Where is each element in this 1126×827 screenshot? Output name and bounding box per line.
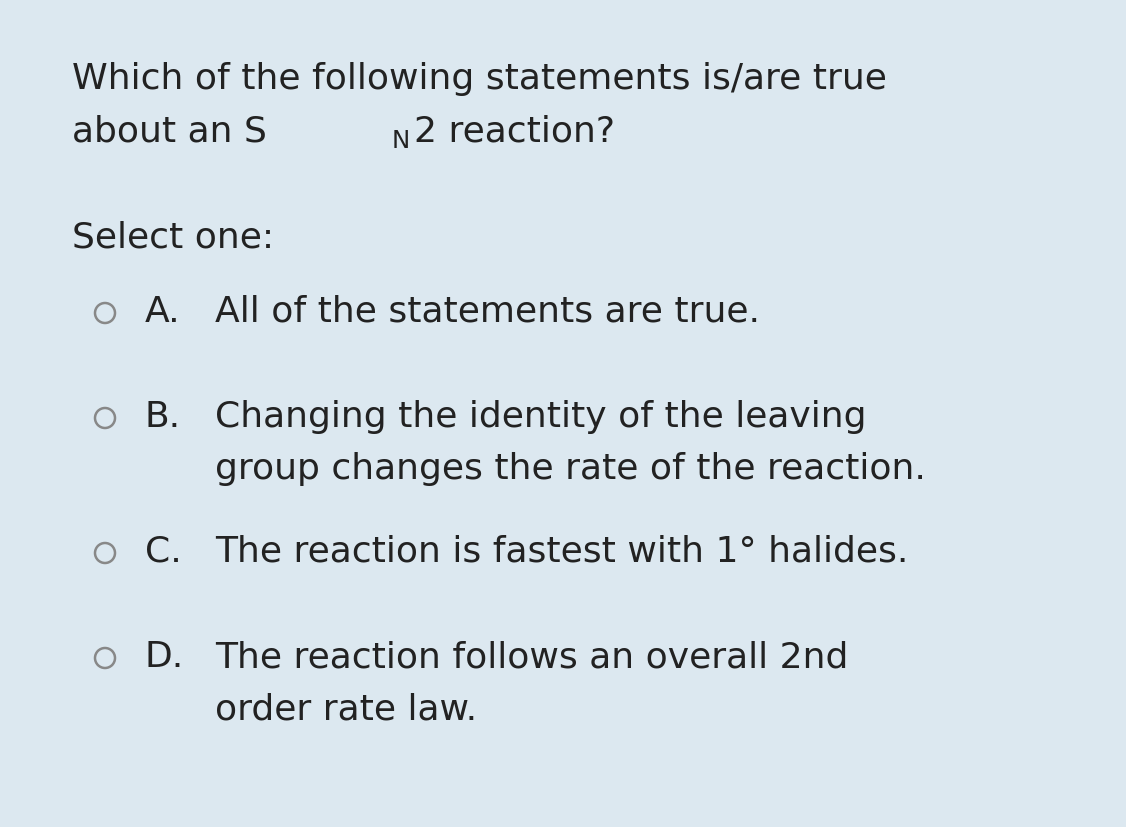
- Text: order rate law.: order rate law.: [215, 692, 477, 726]
- Text: All of the statements are true.: All of the statements are true.: [215, 295, 760, 329]
- Text: 2 reaction?: 2 reaction?: [414, 115, 615, 149]
- Text: The reaction is fastest with 1° halides.: The reaction is fastest with 1° halides.: [215, 535, 909, 569]
- Text: group changes the rate of the reaction.: group changes the rate of the reaction.: [215, 452, 926, 486]
- Text: about an S: about an S: [72, 115, 267, 149]
- Text: Select one:: Select one:: [72, 220, 274, 254]
- Text: Changing the identity of the leaving: Changing the identity of the leaving: [215, 400, 867, 434]
- Text: B.: B.: [145, 400, 181, 434]
- Text: C.: C.: [145, 535, 181, 569]
- Text: The reaction follows an overall 2nd: The reaction follows an overall 2nd: [215, 640, 848, 674]
- Text: N: N: [392, 129, 410, 153]
- Text: Which of the following statements is/are true: Which of the following statements is/are…: [72, 62, 887, 96]
- Text: A.: A.: [145, 295, 180, 329]
- Text: D.: D.: [145, 640, 185, 674]
